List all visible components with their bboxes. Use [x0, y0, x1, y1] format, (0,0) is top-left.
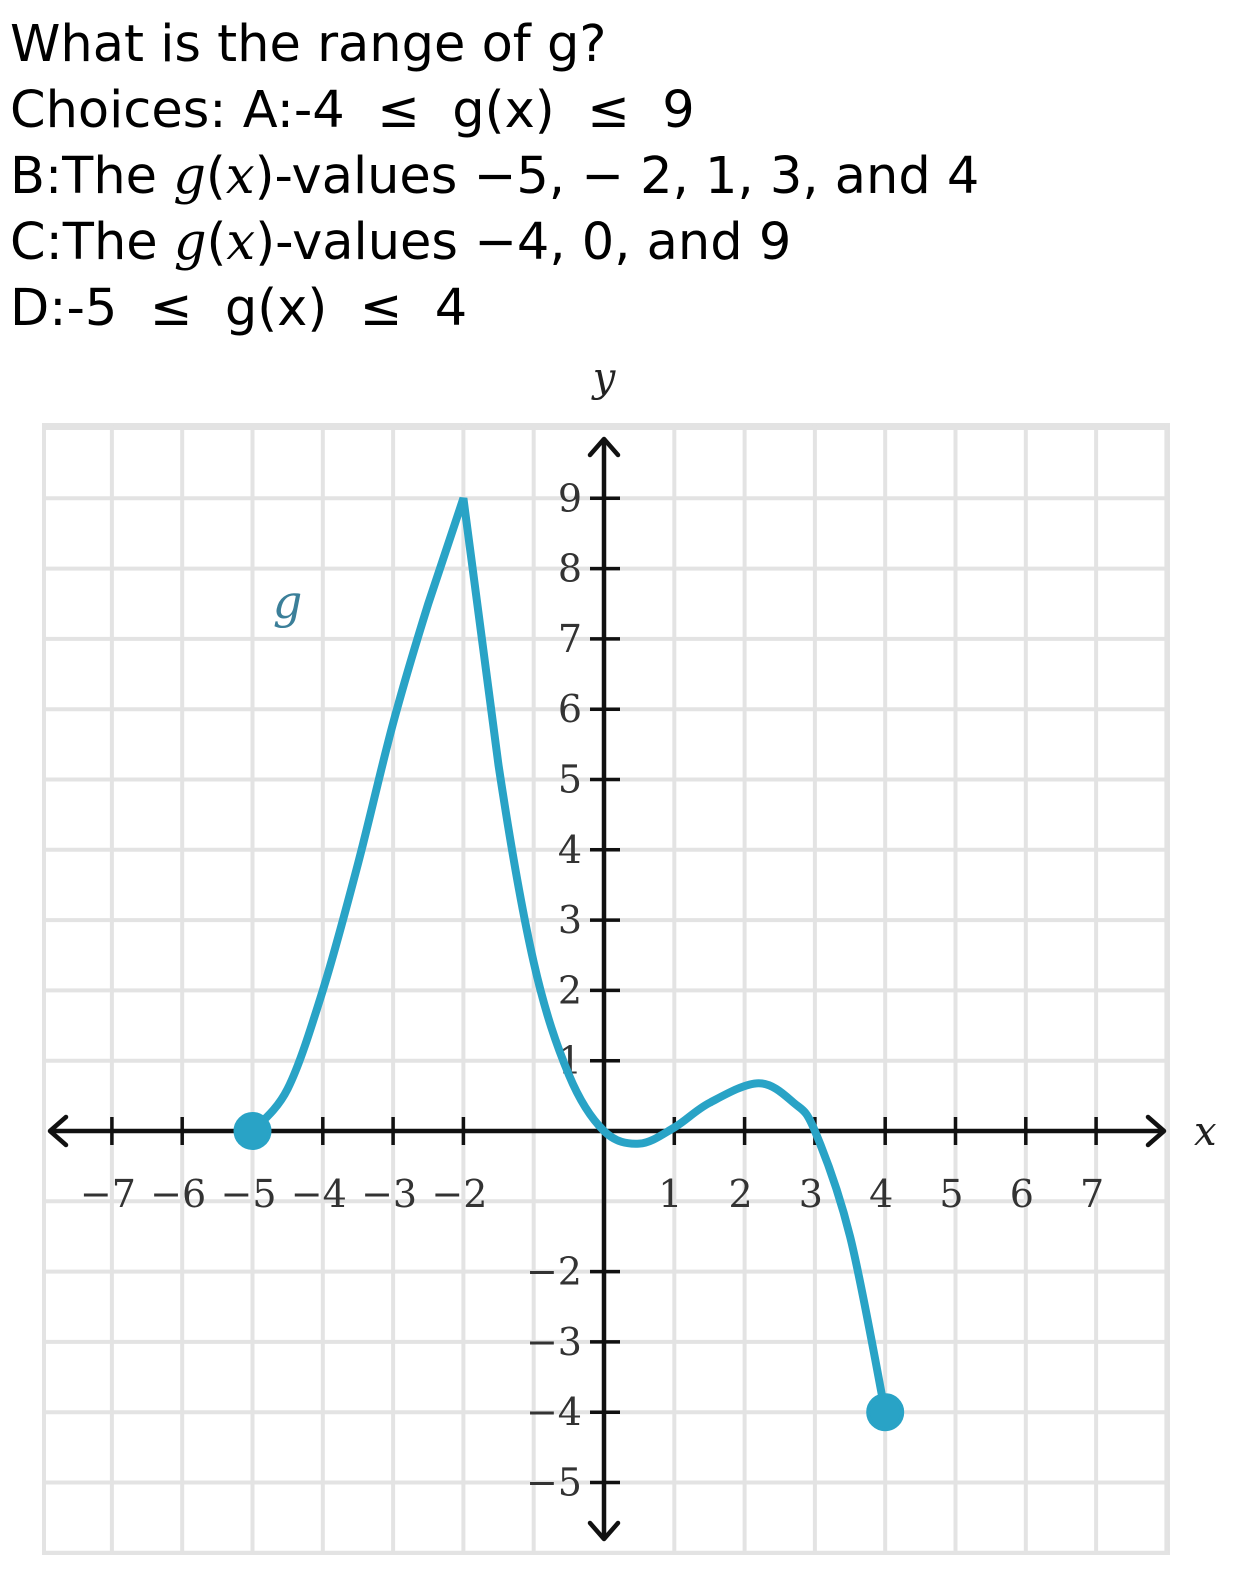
- y-tick-label: 5: [558, 758, 582, 802]
- series-curve-g: [248, 497, 890, 1417]
- choice-b-suffix: )-values −5, − 2, 1, 3, and 4: [254, 147, 980, 206]
- x-tick-label: 7: [1080, 1172, 1104, 1216]
- y-tick-label: −5: [526, 1461, 582, 1505]
- choice-c-func: g: [173, 213, 207, 272]
- x-tick-label: −4: [291, 1172, 347, 1216]
- choice-c: C:The g(x)-values −4, 0, and 9: [10, 210, 1230, 276]
- y-axis-label: y: [591, 355, 617, 401]
- choice-b: B:The g(x)-values −5, − 2, 1, 3, and 4: [10, 144, 1230, 210]
- endpoint-dot: [233, 1112, 272, 1150]
- endpoint-dot: [866, 1393, 905, 1432]
- y-tick-label: 7: [558, 617, 582, 661]
- choice-b-prefix: B:The: [10, 147, 174, 206]
- choice-b-var: x: [225, 147, 255, 206]
- x-tick-label: −6: [150, 1172, 206, 1216]
- x-axis-arrow-right: [1145, 1114, 1167, 1148]
- y-tick-label: 2: [558, 968, 582, 1012]
- x-tick-label: −5: [220, 1172, 276, 1216]
- choice-a: A:-4 ≤ g(x) ≤ 9: [242, 81, 695, 140]
- graph-area: x y −7 −6 −5 −4 −3 −2 1 2 3 4 5 6 7 9 8 7 6 5 4 3 2 1 −2 −3 −4 −5 g: [0, 355, 1245, 1566]
- y-tick-label: 3: [558, 898, 582, 942]
- choice-c-suffix: )-values −4, 0, and 9: [255, 213, 792, 272]
- y-axis-arrow-up: [587, 436, 621, 458]
- series-label-g: g: [273, 575, 302, 629]
- y-tick-label: −3: [526, 1320, 582, 1364]
- choices-label: Choices:: [10, 81, 227, 140]
- y-tick-label: 8: [558, 547, 582, 591]
- choice-c-open: (: [206, 213, 227, 272]
- x-axis-arrow-left: [47, 1114, 69, 1148]
- x-tick-label: 4: [869, 1172, 893, 1216]
- choice-d: D:-5 ≤ g(x) ≤ 4: [10, 279, 468, 338]
- x-tick-label: −2: [431, 1172, 487, 1216]
- x-tick-label: −3: [361, 1172, 417, 1216]
- question-prompt: What is the range of g?: [10, 15, 607, 74]
- question-block: What is the range of g? Choices: A:-4 ≤ …: [10, 12, 1230, 342]
- x-tick-label: 5: [939, 1172, 963, 1216]
- y-tick-label: 4: [558, 828, 582, 872]
- y-tick-label: −2: [526, 1250, 582, 1294]
- choice-b-open: (: [205, 147, 226, 206]
- choice-c-prefix: C:The: [10, 213, 174, 272]
- y-tick-label: 6: [558, 687, 582, 731]
- x-tick-label: 6: [1010, 1172, 1034, 1216]
- choice-b-func: g: [173, 147, 206, 206]
- x-tick-label: 2: [729, 1172, 753, 1216]
- y-tick-label: 9: [558, 476, 582, 520]
- y-axis-arrow-down: [587, 1520, 621, 1542]
- x-tick-label: 3: [799, 1172, 823, 1216]
- x-tick-label: −7: [80, 1172, 136, 1216]
- x-tick-label: 1: [658, 1172, 682, 1216]
- x-axis-label: x: [1194, 1109, 1217, 1155]
- y-tick-label: −4: [526, 1390, 582, 1434]
- choice-c-var: x: [226, 213, 256, 272]
- choices-row-a: Choices: A:-4 ≤ g(x) ≤ 9: [10, 78, 1230, 144]
